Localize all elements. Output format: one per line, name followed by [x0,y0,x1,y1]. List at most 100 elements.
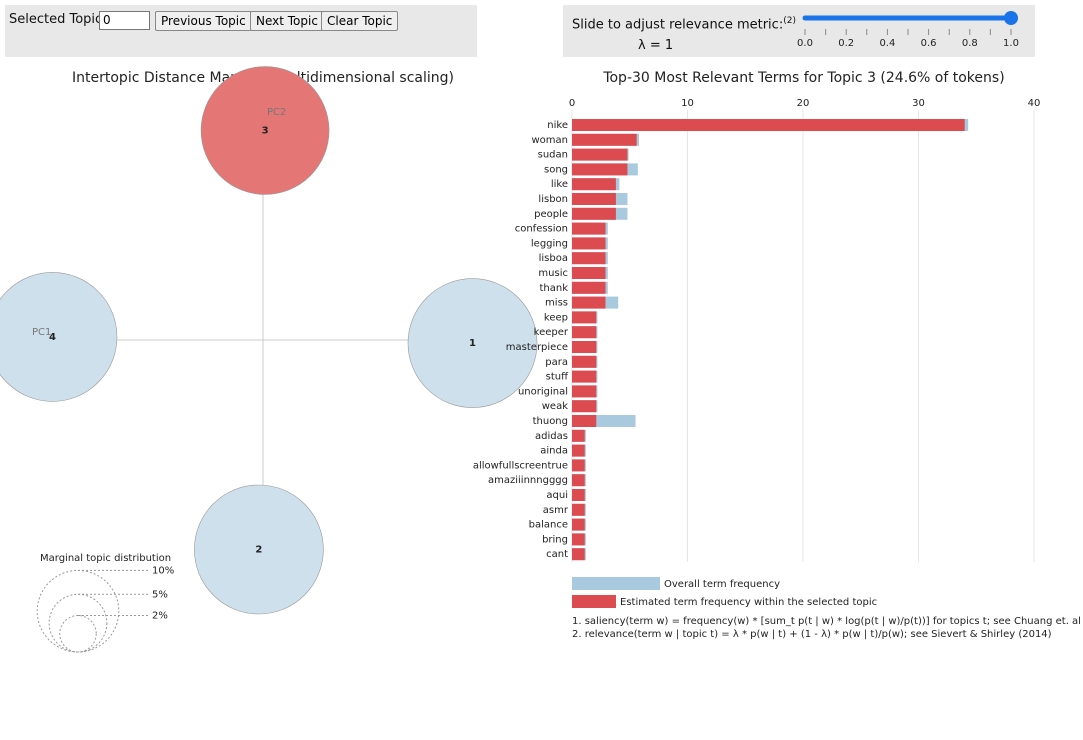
bar [572,503,585,516]
slider-tick-label: 0.6 [921,38,937,49]
bar [572,489,585,501]
term-label: adidas [535,431,568,442]
bar [572,459,585,472]
term-label: ainda [540,446,568,457]
term-label: song [544,164,568,175]
bar [572,193,616,205]
size-legend-title: Marginal topic distribution [40,553,171,564]
lambda-label: λ = 1 [638,38,674,53]
bar [572,267,606,279]
topic-bubble[interactable] [194,484,324,615]
legend-label: Estimated term frequency within the sele… [620,597,877,608]
bar [572,444,585,457]
bar [572,518,585,531]
term-label: amaziiinnngggg [488,475,568,486]
term-label: lisbon [538,194,568,205]
term-label: allowfullscreentrue [473,460,568,471]
bar [572,400,597,413]
bar [572,222,606,235]
x-tick-label: 30 [912,98,925,109]
size-legend-label: 2% [152,611,168,622]
term-label: like [551,179,568,190]
bar [572,281,606,294]
y-axis-label: PC2 [267,107,286,118]
bar [572,355,597,368]
term-label: woman [531,135,568,146]
term-label: thuong [533,416,568,427]
bar [572,163,628,176]
footnote: 2. relevance(term w | topic t) = λ * p(w… [572,629,1052,640]
slider-note: (2) [783,16,796,26]
bar [572,429,585,442]
term-label: balance [529,520,568,531]
bar-title: Top-30 Most Relevant Terms for Topic 3 (… [602,70,1004,86]
x-tick-label: 0 [569,98,575,109]
legend-label: Overall term frequency [664,579,780,590]
bar [572,415,597,427]
term-label: masterpiece [506,342,568,353]
slider-panel [563,5,1035,57]
size-legend-label: 5% [152,589,168,600]
bar [572,207,616,220]
term-label: confession [515,224,568,235]
legend-swatch [572,577,660,590]
slider-tick-label: 0.8 [962,38,978,49]
topic-label: 4 [49,332,56,343]
x-axis-label: PC1 [32,327,51,338]
bar [572,237,606,250]
term-label: bring [542,534,568,545]
term-label: music [538,268,568,279]
term-label: para [545,357,568,368]
term-label: sudan [538,150,568,161]
slider-label: Slide to adjust relevance metric:(2) [572,16,796,32]
term-label: keeper [534,327,569,338]
topic-label: 1 [469,338,476,349]
selected-topic-label: Selected Topic: [9,12,107,27]
term-label: miss [545,298,568,309]
bar [572,119,965,131]
size-legend-circle [59,615,97,653]
bar [572,474,585,487]
topic-bubble[interactable] [200,66,330,195]
next-topic-button[interactable]: Next Topic [250,11,324,31]
topic-bubble[interactable] [407,278,538,408]
term-label: asmr [543,505,569,516]
bar [572,548,585,561]
x-tick-label: 40 [1028,98,1041,109]
topic-label: 3 [262,126,269,137]
size-legend-circle [48,593,108,653]
x-tick-label: 10 [681,98,694,109]
slider-tick-label: 0.4 [879,38,895,49]
bar [572,296,606,309]
topic-bubble[interactable] [0,272,118,402]
size-legend-label: 10% [152,565,174,576]
bar [572,385,597,398]
topic-label: 2 [255,544,262,555]
term-label: nike [547,120,568,131]
slider-tick-label: 0.2 [838,38,854,49]
slider-tick-label: 0.0 [797,38,813,49]
bar [572,311,597,324]
bar [572,533,585,546]
bar [572,148,628,161]
selected-topic-input[interactable]: 0 [99,11,150,30]
footnote: 1. saliency(term w) = frequency(w) * [su… [572,616,1083,627]
legend-swatch [572,595,616,608]
bar [572,252,606,265]
term-label: legging [531,238,568,249]
slider-thumb[interactable] [1004,11,1018,25]
previous-topic-button[interactable]: Previous Topic [155,11,252,31]
term-label: lisboa [539,253,568,264]
bar [572,370,597,383]
term-label: aqui [546,490,568,501]
term-label: keep [544,312,568,323]
term-label: weak [542,401,568,412]
term-label: people [534,209,568,220]
bar [572,341,597,353]
x-tick-label: 20 [797,98,810,109]
bar [572,326,597,339]
bar [572,178,616,191]
clear-topic-button[interactable]: Clear Topic [321,11,399,31]
